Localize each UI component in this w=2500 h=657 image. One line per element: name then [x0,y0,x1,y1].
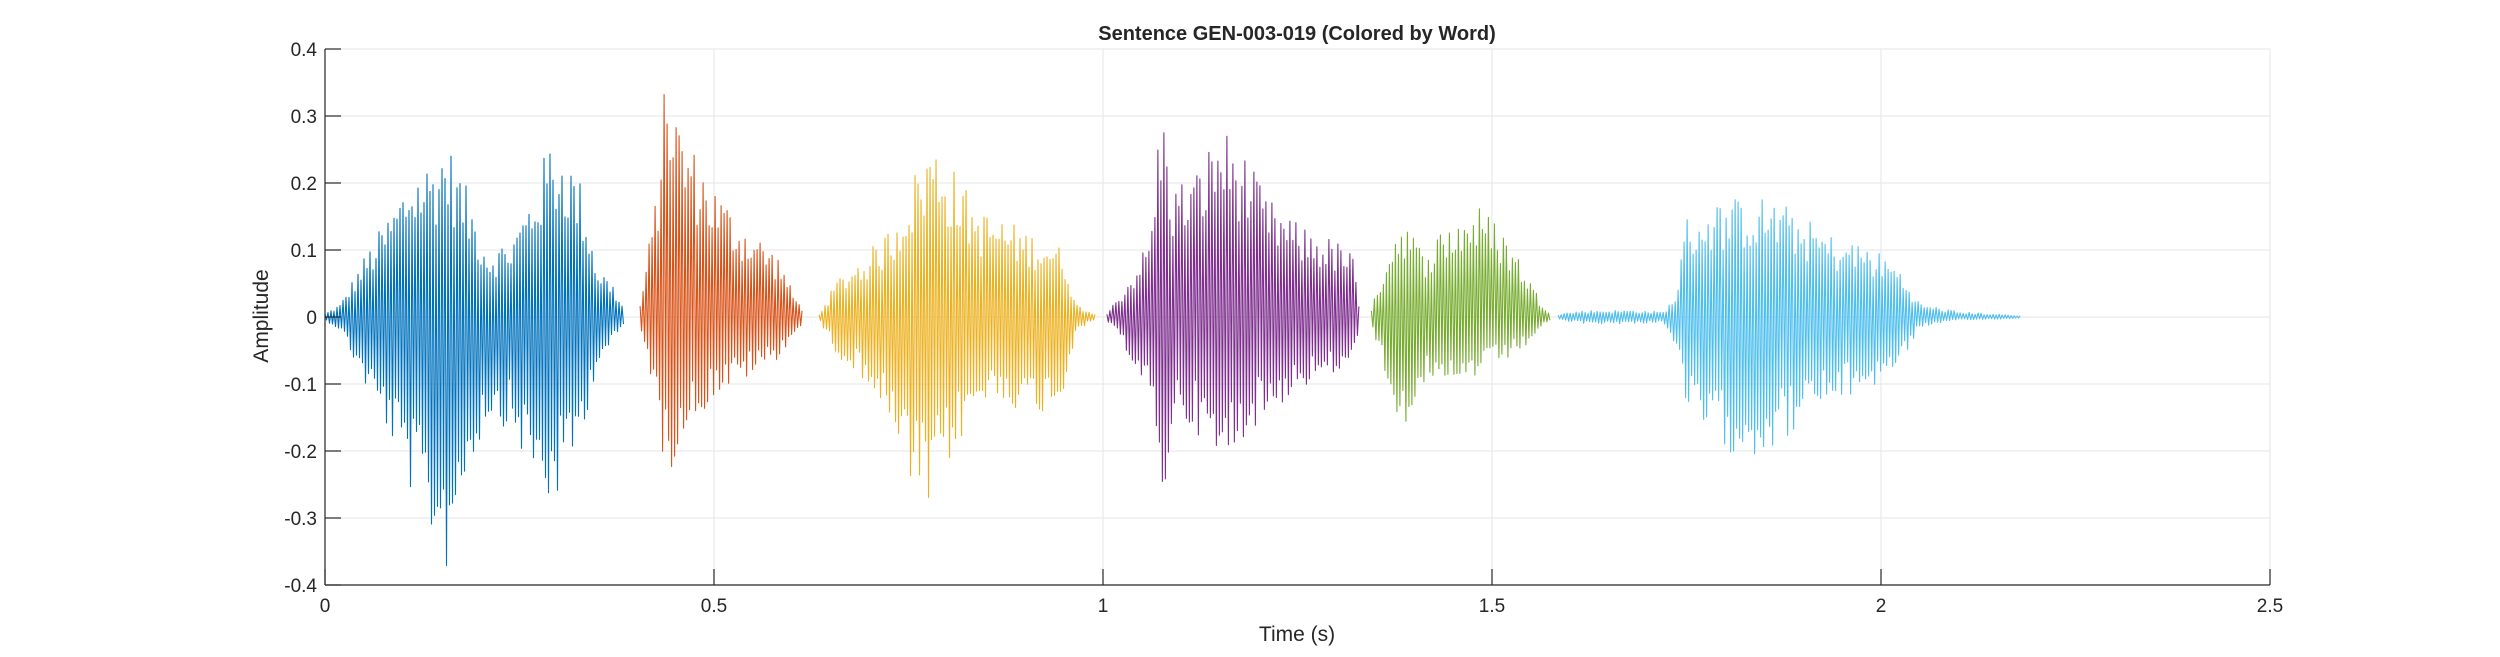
waveform-series-3 [818,159,1096,498]
x-tick-label: 1 [1098,596,1109,617]
x-tick-label: 0 [320,596,331,617]
waveform-series-2 [639,94,803,468]
y-tick-label: 0 [306,308,317,329]
y-tick-label: 0.4 [291,40,318,61]
waveform-series-1 [324,153,625,567]
waveform-series-5 [1370,208,1551,422]
waveform-series-6 [1557,199,2021,455]
y-tick-label: -0.1 [284,375,317,396]
chart-title: Sentence GEN-003-019 (Colored by Word) [1098,23,1496,45]
y-tick-label: 0.1 [291,241,317,262]
x-axis-label: Time (s) [1259,623,1335,646]
x-tick-label: 0.5 [701,596,727,617]
x-tick-label: 2 [1876,596,1887,617]
waveform-series-4 [1106,132,1360,482]
x-tick-label: 1.5 [1479,596,1505,617]
y-tick-label: -0.4 [284,576,317,597]
plot-area [324,94,2021,567]
y-tick-label: 0.2 [291,174,317,195]
y-tick-label: -0.2 [284,442,317,463]
x-tick-label: 2.5 [2257,596,2283,617]
y-tick-label: 0.3 [291,107,317,128]
y-tick-label: -0.3 [284,509,317,530]
axes: 0 0.5 1 1.5 2 2.5 -0.4 -0.3 -0.2 -0.1 0 0.1 0.2 0.3 0.… [284,40,2283,617]
y-axis-label: Amplitude [250,269,273,362]
